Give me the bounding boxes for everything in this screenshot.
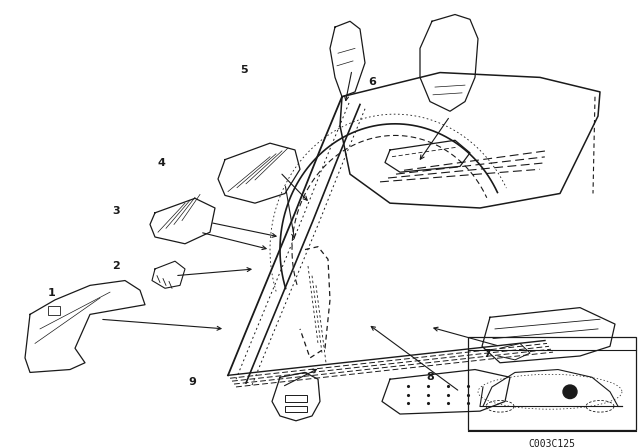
Text: 6: 6 <box>368 77 376 87</box>
Text: 9: 9 <box>188 377 196 387</box>
Text: 4: 4 <box>157 158 165 168</box>
Text: 1: 1 <box>48 288 56 298</box>
Circle shape <box>563 385 577 399</box>
Text: 5: 5 <box>240 65 248 75</box>
Text: 2: 2 <box>112 261 120 271</box>
Text: 8: 8 <box>426 372 434 382</box>
Text: 3: 3 <box>112 206 120 216</box>
Bar <box>285 395 307 402</box>
Text: C003C125: C003C125 <box>529 439 575 448</box>
Bar <box>468 336 636 430</box>
Bar <box>285 406 307 412</box>
Bar <box>48 306 60 315</box>
Text: 7: 7 <box>483 349 491 359</box>
